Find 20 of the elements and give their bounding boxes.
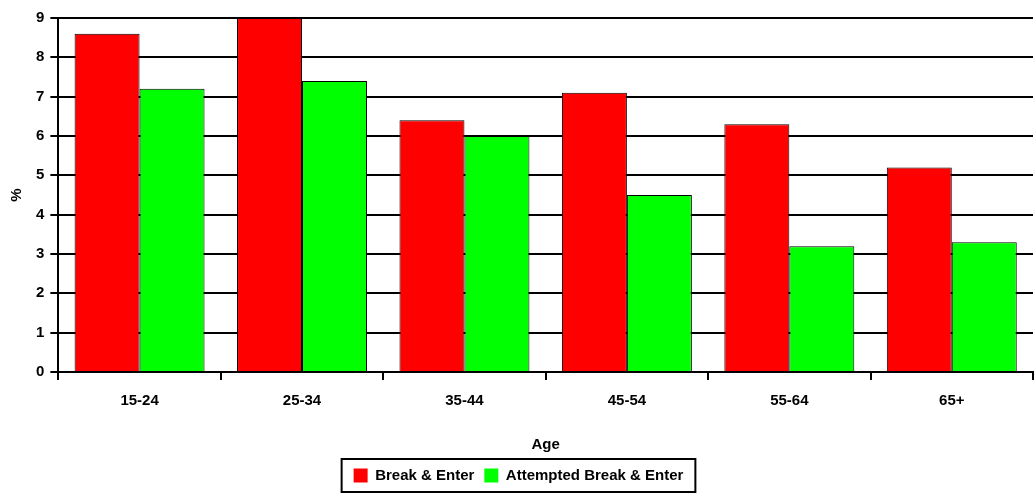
y-tick-label: 7 — [36, 86, 45, 104]
legend-label: Attempted Break & Enter — [505, 465, 684, 483]
y-tick-label: 9 — [36, 8, 45, 26]
x-tick-label: 55-64 — [770, 391, 810, 409]
x-axis-title: Age — [531, 435, 560, 453]
y-tick-label: 8 — [36, 47, 45, 65]
y-tick-label: 3 — [36, 244, 45, 262]
x-tick-label: 15-24 — [120, 391, 160, 409]
x-tick-label: 25-34 — [282, 391, 322, 409]
x-tick-label: 65+ — [939, 391, 965, 409]
y-tick-label: 2 — [36, 283, 45, 301]
y-tick-label: 6 — [36, 126, 45, 144]
y-axis-title: % — [7, 188, 25, 202]
legend-label: Break & Enter — [375, 465, 475, 483]
y-tick-label: 5 — [36, 165, 45, 183]
y-tick-label: 4 — [36, 204, 45, 222]
y-tick-label: 1 — [36, 322, 45, 340]
x-tick-label: 45-54 — [607, 391, 647, 409]
x-tick-label: 35-44 — [445, 391, 485, 409]
y-tick-label: 0 — [36, 362, 45, 380]
